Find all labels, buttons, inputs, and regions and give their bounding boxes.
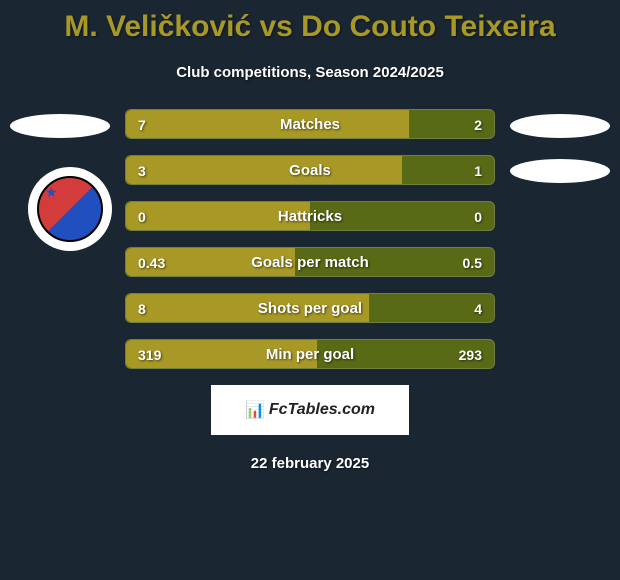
stat-value-left: 7	[138, 110, 146, 138]
chart-icon: 📊	[245, 400, 265, 420]
stat-label: Goals	[126, 156, 494, 184]
stat-row: Min per goal319 293	[125, 339, 495, 369]
left-player-badge	[10, 114, 110, 138]
stat-row: Hattricks0 0	[125, 201, 495, 231]
right-player-badge	[510, 114, 610, 138]
stat-label: Min per goal	[126, 340, 494, 368]
stat-label: Hattricks	[126, 202, 494, 230]
comparison-title: M. Veličković vs Do Couto Teixeira	[0, 0, 620, 44]
stat-value-left: 8	[138, 294, 146, 322]
stat-value-right: 293	[459, 340, 482, 368]
comparison-content: ★ Matches7 2 Goals3 1 Hattricks0 0 Goals per m…	[0, 109, 620, 472]
stat-row: Matches7 2	[125, 109, 495, 139]
footer-date: 22 february 2025	[0, 455, 620, 472]
stat-value-left: 319	[138, 340, 161, 368]
stat-value-right: 0	[474, 202, 482, 230]
stat-value-right: 4	[474, 294, 482, 322]
stat-row: Goals per match0.43 0.5	[125, 247, 495, 277]
stat-value-right: 2	[474, 110, 482, 138]
stat-bars-container: Matches7 2 Goals3 1 Hattricks0 0 Goals per mat…	[125, 109, 495, 369]
club-logo: ★	[28, 167, 112, 251]
stat-row: Goals3 1	[125, 155, 495, 185]
star-icon: ★	[45, 184, 58, 201]
stat-value-left: 3	[138, 156, 146, 184]
stat-label: Goals per match	[126, 248, 494, 276]
comparison-subtitle: Club competitions, Season 2024/2025	[0, 64, 620, 81]
stat-label: Shots per goal	[126, 294, 494, 322]
brand-text: FcTables.com	[269, 401, 375, 419]
stat-value-left: 0	[138, 202, 146, 230]
stat-label: Matches	[126, 110, 494, 138]
stat-value-left: 0.43	[138, 248, 165, 276]
brand-badge: 📊 FcTables.com	[211, 385, 409, 435]
stat-row: Shots per goal8 4	[125, 293, 495, 323]
stat-value-right: 1	[474, 156, 482, 184]
club-logo-shield: ★	[37, 176, 103, 242]
right-player-badge-2	[510, 159, 610, 183]
stat-value-right: 0.5	[463, 248, 482, 276]
